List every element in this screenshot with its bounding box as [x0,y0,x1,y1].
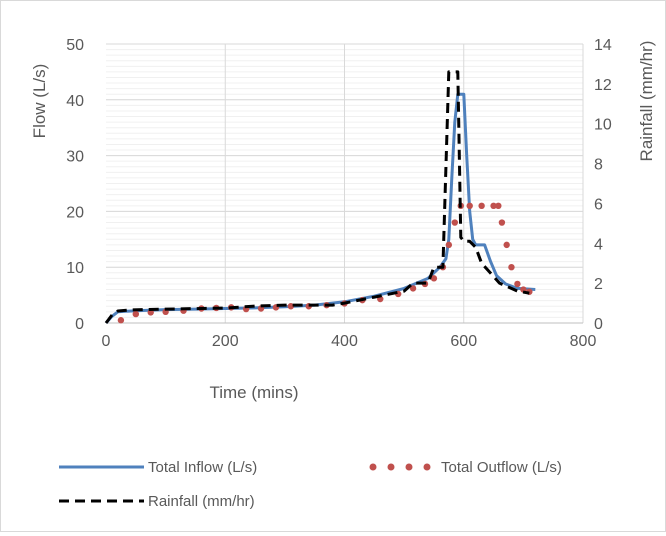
legend-outflow-dot [405,463,413,471]
legend-outflow-swatch [369,463,431,471]
legend-item-outflow: Total Outflow (L/s) [369,459,562,476]
y-right-tick-label: 6 [594,196,603,213]
legend: Total Inflow (L/s) Total Outflow (L/s) R… [59,459,562,510]
y-left-tick-label: 50 [66,37,84,54]
series-rainfall-line [104,70,530,324]
legend-item-rainfall: Rainfall (mm/hr) [59,493,255,510]
legend-item-inflow: Total Inflow (L/s) [59,459,257,476]
outflow-point [508,264,515,271]
y-right-tick-label: 12 [594,77,612,94]
x-tick-label: 400 [331,333,358,350]
x-tick-label: 800 [570,333,597,350]
outflow-point [490,202,497,210]
y-left-tick-label: 30 [66,149,84,166]
outflow-point [514,280,521,288]
gridlines [106,43,584,323]
y-left-tick-label: 40 [66,93,84,110]
outflow-point [451,219,459,226]
y-left-tick-label: 10 [66,260,84,277]
x-tick-label: 0 [102,333,111,350]
outflow-point [503,241,510,249]
legend-outflow-dot [387,463,395,471]
outflow-point [466,202,473,210]
outflow-point [478,202,485,210]
y-right-tick-label: 4 [594,236,603,253]
outflow-point [430,275,438,282]
outflow-point [287,303,295,310]
outflow-point [132,310,140,318]
y-right-tick-label: 2 [594,276,603,293]
outflow-point [445,241,453,249]
outflow-point [498,219,506,226]
outflow-point [495,202,502,210]
y-right-tick-label: 10 [594,117,612,134]
y-right-tick-label: 0 [594,316,603,333]
legend-rainfall-label: Rainfall (mm/hr) [148,493,255,510]
plot-series [104,70,536,325]
outflow-point [117,317,125,324]
legend-outflow-label: Total Outflow (L/s) [441,459,562,476]
right-y-axis-title: Rainfall (mm/hr) [637,41,656,162]
left-y-axis-title: Flow (L/s) [30,64,49,139]
y-right-tick-label: 14 [594,37,612,54]
x-tick-label: 600 [450,333,477,350]
y-left-tick-label: 0 [75,316,84,333]
y-left-tick-label: 20 [66,204,84,221]
legend-inflow-label: Total Inflow (L/s) [148,459,257,476]
x-tick-label: 200 [212,333,239,350]
legend-outflow-dot [369,463,377,471]
y-right-tick-label: 8 [594,157,603,174]
x-axis-title: Time (mins) [209,383,298,402]
legend-outflow-dot [423,463,431,471]
outflow-point [409,285,417,292]
